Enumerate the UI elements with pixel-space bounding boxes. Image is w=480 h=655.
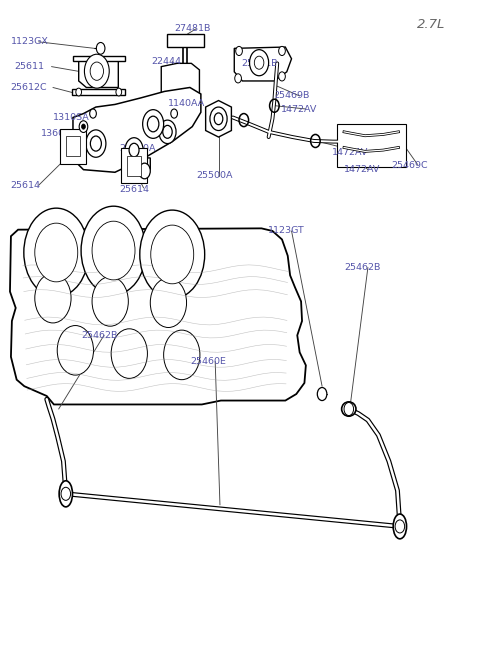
Circle shape bbox=[236, 47, 242, 56]
Circle shape bbox=[35, 273, 71, 323]
Text: 1472AV: 1472AV bbox=[344, 165, 381, 174]
Ellipse shape bbox=[393, 514, 407, 539]
Circle shape bbox=[150, 278, 187, 328]
Circle shape bbox=[254, 56, 264, 69]
Circle shape bbox=[164, 330, 200, 380]
Text: 25614: 25614 bbox=[120, 185, 150, 194]
Text: 25614: 25614 bbox=[10, 181, 40, 190]
FancyBboxPatch shape bbox=[66, 136, 80, 156]
FancyBboxPatch shape bbox=[337, 124, 406, 167]
Circle shape bbox=[35, 223, 78, 282]
Circle shape bbox=[90, 136, 101, 151]
FancyBboxPatch shape bbox=[60, 128, 86, 164]
Circle shape bbox=[279, 47, 285, 56]
Text: 1123GT: 1123GT bbox=[268, 227, 304, 235]
Circle shape bbox=[250, 50, 269, 76]
Text: 1472AV: 1472AV bbox=[281, 105, 317, 113]
Circle shape bbox=[159, 120, 176, 143]
Text: 25469B: 25469B bbox=[274, 92, 310, 100]
Text: 25462B: 25462B bbox=[82, 331, 118, 340]
Circle shape bbox=[61, 487, 71, 500]
FancyBboxPatch shape bbox=[121, 148, 147, 183]
Circle shape bbox=[163, 125, 172, 138]
Polygon shape bbox=[72, 89, 125, 96]
Circle shape bbox=[90, 62, 104, 81]
Text: 25611: 25611 bbox=[15, 62, 45, 71]
Polygon shape bbox=[168, 34, 204, 47]
Circle shape bbox=[111, 329, 147, 379]
Polygon shape bbox=[10, 229, 306, 404]
Circle shape bbox=[92, 276, 128, 326]
Text: 25500A: 25500A bbox=[196, 171, 233, 180]
Circle shape bbox=[210, 107, 227, 130]
Polygon shape bbox=[234, 47, 291, 81]
Circle shape bbox=[116, 88, 121, 96]
Circle shape bbox=[129, 143, 139, 157]
Circle shape bbox=[57, 326, 94, 375]
Text: 25460E: 25460E bbox=[190, 357, 226, 366]
Text: 25631B: 25631B bbox=[241, 59, 277, 68]
Circle shape bbox=[84, 54, 109, 88]
Text: 1140AA: 1140AA bbox=[168, 100, 205, 108]
Polygon shape bbox=[139, 158, 150, 170]
Polygon shape bbox=[161, 64, 199, 104]
Circle shape bbox=[143, 109, 164, 138]
Text: 22444: 22444 bbox=[152, 57, 182, 66]
Text: 25612C: 25612C bbox=[10, 83, 47, 92]
Circle shape bbox=[81, 206, 146, 295]
Circle shape bbox=[140, 210, 204, 299]
Circle shape bbox=[147, 116, 159, 132]
Polygon shape bbox=[205, 100, 231, 137]
Circle shape bbox=[317, 388, 327, 401]
Text: 1310SA: 1310SA bbox=[53, 113, 90, 122]
Text: 25462B: 25462B bbox=[344, 263, 381, 272]
FancyBboxPatch shape bbox=[127, 156, 141, 176]
Circle shape bbox=[139, 163, 150, 179]
Text: 2.7L: 2.7L bbox=[417, 18, 445, 31]
Circle shape bbox=[96, 43, 105, 54]
Text: 1360GG: 1360GG bbox=[41, 128, 80, 138]
Circle shape bbox=[79, 121, 88, 132]
Circle shape bbox=[279, 72, 285, 81]
Circle shape bbox=[151, 225, 194, 284]
Text: 1123GX: 1123GX bbox=[11, 37, 49, 47]
Text: 1472AV: 1472AV bbox=[332, 148, 368, 157]
Text: 25469C: 25469C bbox=[392, 161, 428, 170]
Circle shape bbox=[90, 109, 96, 118]
Polygon shape bbox=[73, 56, 124, 62]
Circle shape bbox=[171, 109, 178, 118]
Text: 27481B: 27481B bbox=[174, 24, 211, 33]
Circle shape bbox=[86, 130, 106, 157]
Polygon shape bbox=[73, 88, 201, 172]
Circle shape bbox=[76, 88, 82, 96]
Circle shape bbox=[125, 138, 143, 162]
Polygon shape bbox=[79, 57, 118, 88]
Circle shape bbox=[344, 403, 354, 415]
Circle shape bbox=[82, 124, 85, 129]
Ellipse shape bbox=[342, 402, 356, 416]
Circle shape bbox=[92, 221, 135, 280]
Circle shape bbox=[235, 74, 241, 83]
Circle shape bbox=[395, 520, 405, 533]
Circle shape bbox=[214, 113, 223, 124]
Ellipse shape bbox=[59, 481, 72, 507]
Circle shape bbox=[24, 208, 89, 297]
Text: 25620A: 25620A bbox=[120, 143, 156, 153]
